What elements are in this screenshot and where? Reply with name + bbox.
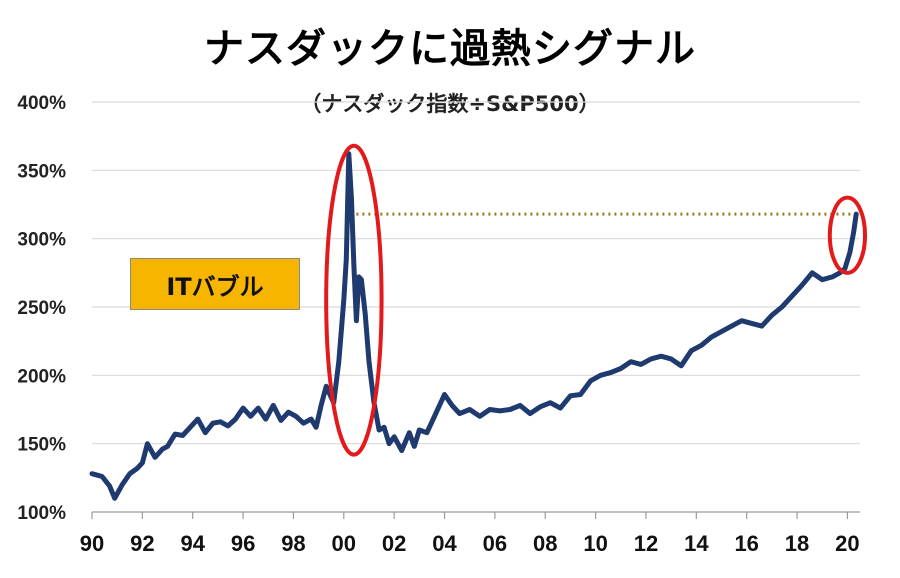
x-tick-label: 08 [533, 531, 557, 556]
it-bubble-label: ITバブル [130, 258, 300, 310]
y-tick-label: 100% [17, 503, 66, 524]
y-tick-label: 350% [17, 161, 66, 182]
y-tick-label: 250% [17, 298, 66, 319]
x-tick-label: 98 [281, 531, 305, 556]
gridlines [92, 101, 860, 513]
x-tick-label: 90 [80, 531, 104, 556]
x-tick-label: 14 [684, 531, 709, 556]
x-tick-label: 20 [835, 531, 859, 556]
y-tick-label: 200% [17, 366, 66, 387]
y-tick-label: 300% [17, 230, 66, 251]
y-axis-ticks: 100% 150% 200% 250% 300% 350% 400% [17, 93, 66, 524]
y-tick-label: 150% [17, 435, 66, 456]
chart-title: ナスダックに過熱シグナル [204, 26, 696, 72]
series-group [89, 151, 859, 501]
x-tick-label: 00 [332, 531, 356, 556]
x-tick-label: 96 [231, 531, 255, 556]
x-tick-label: 12 [634, 531, 658, 556]
x-tick-label: 10 [583, 531, 607, 556]
x-tick-label: 18 [785, 531, 809, 556]
chart-subtitle: （ナスダック指数÷S&P500） [300, 92, 600, 116]
x-axis-ticks: 90 92 94 96 98 00 02 04 06 08 10 12 14 16 18 20 [80, 512, 860, 556]
highlight-ellipses [324, 143, 868, 457]
x-tick-label: 06 [483, 531, 507, 556]
y-tick-label: 400% [17, 93, 66, 114]
x-tick-label: 94 [180, 531, 205, 556]
highlight-ellipse [324, 143, 384, 457]
x-tick-label: 92 [130, 531, 154, 556]
highlight-ellipse [827, 195, 868, 275]
series-line [89, 151, 859, 501]
x-tick-label: 02 [382, 531, 406, 556]
x-tick-label: 16 [734, 531, 758, 556]
x-tick-label: 04 [432, 531, 457, 556]
